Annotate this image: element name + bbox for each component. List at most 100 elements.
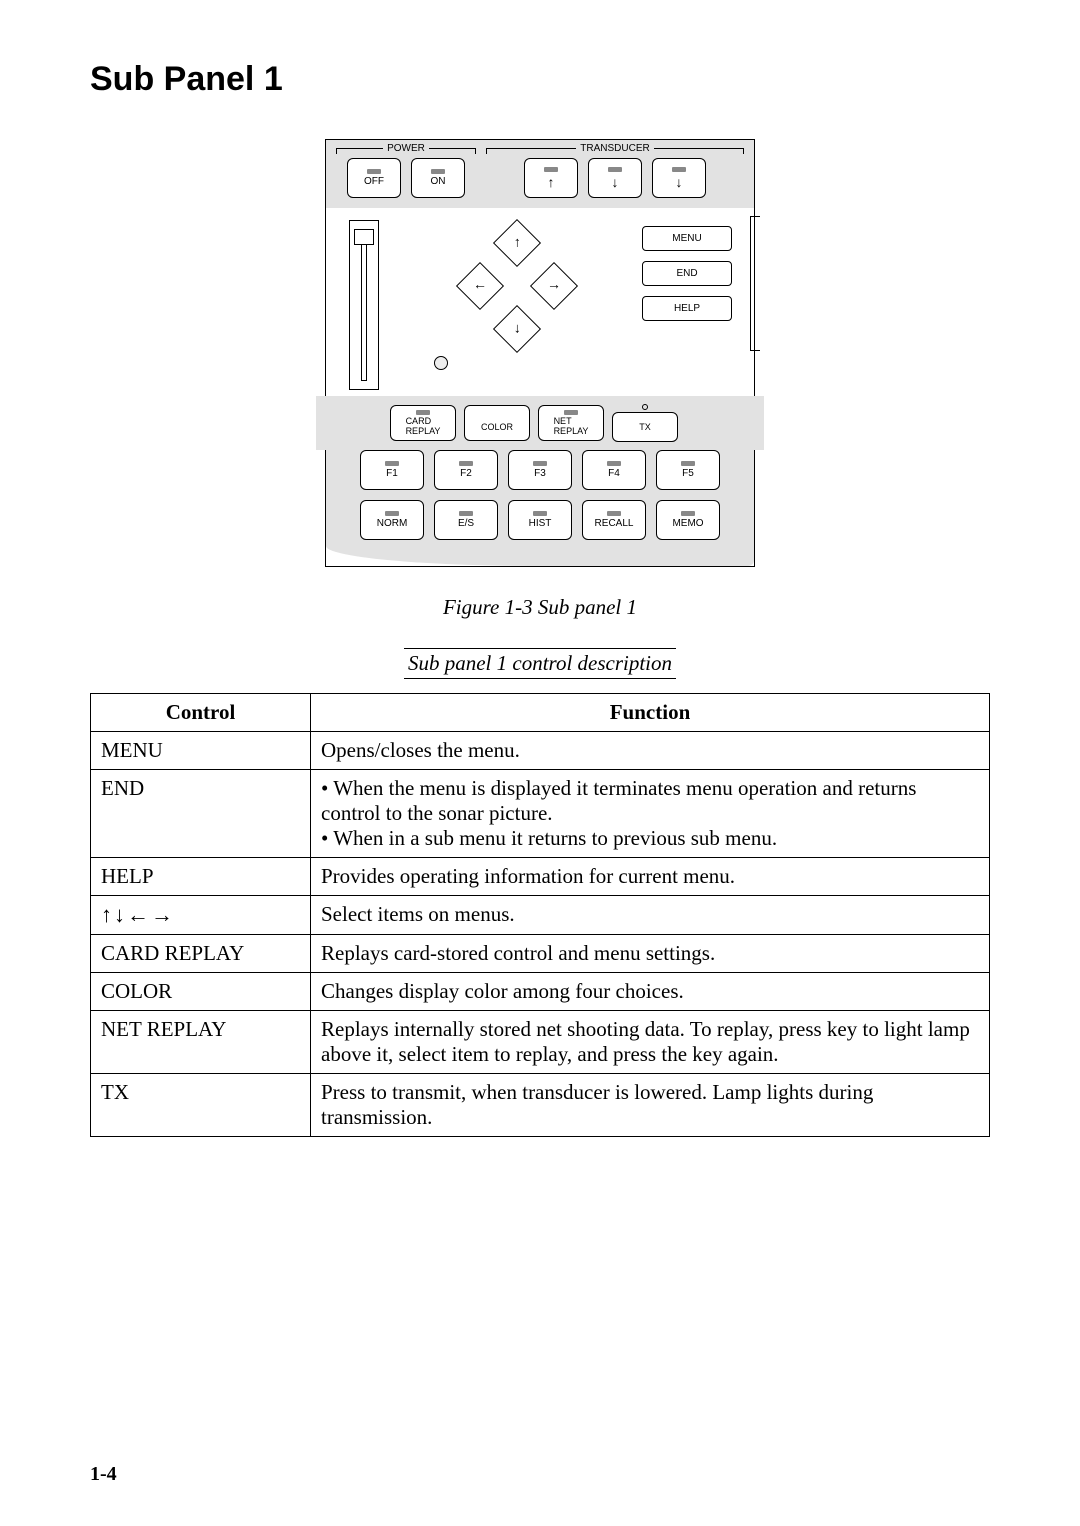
table-row: ↑↓←→ Select items on menus.	[91, 896, 990, 935]
control-description-table: Control Function MENUOpens/closes the me…	[90, 693, 990, 1137]
hist-label: HIST	[529, 518, 552, 529]
tx-lamp	[642, 404, 648, 410]
card-replay-label: CARDREPLAY	[406, 417, 441, 436]
table-row: END• When the menu is displayed it termi…	[91, 770, 990, 858]
f1-button[interactable]: F1	[360, 450, 424, 490]
end-button[interactable]: END	[642, 261, 732, 286]
f2-button[interactable]: F2	[434, 450, 498, 490]
arrow-left-button[interactable]: ←	[456, 262, 504, 310]
table-cell-function: Provides operating information for curre…	[311, 858, 990, 896]
table-cell-control: HELP	[91, 858, 311, 896]
table-cell-control: TX	[91, 1074, 311, 1137]
down-arrow-icon: ↓	[676, 174, 683, 190]
slider-track	[361, 231, 367, 381]
slider-control[interactable]	[349, 220, 379, 390]
table-cell-function: Changes display color among four choices…	[311, 973, 990, 1011]
f4-label: F4	[608, 468, 620, 479]
table-cell-function: Replays internally stored net shooting d…	[311, 1011, 990, 1074]
table-cell-control: COLOR	[91, 973, 311, 1011]
arrow-right-button[interactable]: →	[530, 262, 578, 310]
help-button[interactable]: HELP	[642, 296, 732, 321]
recall-button[interactable]: RECALL	[582, 500, 646, 540]
indicator-icon	[608, 167, 622, 172]
down-arrow-icon: ↓	[514, 321, 521, 337]
table-row: COLORChanges display color among four ch…	[91, 973, 990, 1011]
transducer-group: TRANSDUCER ↑ ↓ ↓	[486, 154, 744, 198]
es-label: E/S	[458, 518, 474, 529]
transducer-mid-button[interactable]: ↓	[588, 158, 642, 198]
table-cell-control: MENU	[91, 732, 311, 770]
transducer-down-button[interactable]: ↓	[652, 158, 706, 198]
indicator-icon	[459, 511, 473, 516]
mode-key-row: NORM E/S HIST RECALL MEMO	[336, 500, 744, 540]
table-cell-function: Select items on menus.	[311, 896, 990, 935]
left-arrow-icon: ←	[473, 278, 487, 294]
net-replay-button[interactable]: NETREPLAY	[538, 405, 604, 441]
mid-bottom-row: CARDREPLAY COLOR NETREPLAY TX	[316, 396, 764, 450]
up-arrow-icon: ↑	[514, 235, 521, 251]
arrows-icon: ↑↓←→	[101, 902, 175, 927]
f4-button[interactable]: F4	[582, 450, 646, 490]
table-cell-function: Press to transmit, when transducer is lo…	[311, 1074, 990, 1137]
diagram-mid-section: ↑ ← → ↓ MENU END HELP CARDREPLAY COLOR N…	[326, 208, 754, 440]
diagram-bottom-section: F1 F2 F3 F4 F5 NORM E/S HIST RECALL MEMO	[326, 440, 754, 566]
indicator-icon	[681, 461, 695, 466]
page-heading: Sub Panel 1	[90, 60, 990, 99]
indicator-icon	[544, 167, 558, 172]
indicator-icon	[367, 169, 381, 174]
table-row: TXPress to transmit, when transducer is …	[91, 1074, 990, 1137]
table-row: CARD REPLAYReplays card-stored control a…	[91, 935, 990, 973]
indicator-icon	[672, 167, 686, 172]
down-arrow-icon: ↓	[612, 174, 619, 190]
f5-label: F5	[682, 468, 694, 479]
card-replay-button[interactable]: CARDREPLAY	[390, 405, 456, 441]
right-arrow-icon: →	[547, 278, 561, 294]
color-label: COLOR	[481, 422, 513, 432]
arrow-up-button[interactable]: ↑	[493, 219, 541, 267]
arrow-down-button[interactable]: ↓	[493, 305, 541, 353]
indicator-icon	[681, 511, 695, 516]
indicator-icon	[459, 461, 473, 466]
table-cell-control: CARD REPLAY	[91, 935, 311, 973]
power-on-button[interactable]: ON	[411, 158, 465, 198]
table-cell-function: Replays card-stored control and menu set…	[311, 935, 990, 973]
table-header-control: Control	[91, 694, 311, 732]
table-row: MENUOpens/closes the menu.	[91, 732, 990, 770]
tx-button[interactable]: TX	[612, 412, 678, 442]
power-group-label: POWER	[383, 143, 429, 154]
power-group: POWER OFF ON	[336, 154, 476, 198]
sub-panel-diagram: POWER OFF ON TRANSDUCER ↑ ↓ ↓	[325, 139, 755, 567]
memo-button[interactable]: MEMO	[656, 500, 720, 540]
slider-thumb[interactable]	[354, 229, 374, 245]
tx-label: TX	[639, 422, 651, 432]
transducer-up-button[interactable]: ↑	[524, 158, 578, 198]
transducer-group-label: TRANSDUCER	[576, 143, 653, 154]
up-arrow-icon: ↑	[548, 174, 555, 190]
indicator-icon	[431, 169, 445, 174]
section-caption: Sub panel 1 control description	[404, 648, 676, 679]
indicator-icon	[385, 461, 399, 466]
indicator-icon	[385, 511, 399, 516]
net-replay-label: NETREPLAY	[554, 417, 589, 436]
power-off-button[interactable]: OFF	[347, 158, 401, 198]
indicator-icon	[416, 410, 430, 415]
table-cell-control: END	[91, 770, 311, 858]
table-cell-control: NET REPLAY	[91, 1011, 311, 1074]
indicator-icon	[564, 410, 578, 415]
side-bracket	[750, 216, 760, 351]
color-button[interactable]: COLOR	[464, 405, 530, 441]
table-header-function: Function	[311, 694, 990, 732]
f3-button[interactable]: F3	[508, 450, 572, 490]
f5-button[interactable]: F5	[656, 450, 720, 490]
table-cell-function: Opens/closes the menu.	[311, 732, 990, 770]
f2-label: F2	[460, 468, 472, 479]
arrow-cluster: ↑ ← → ↓	[457, 226, 577, 346]
norm-button[interactable]: NORM	[360, 500, 424, 540]
f1-label: F1	[386, 468, 398, 479]
menu-button[interactable]: MENU	[642, 226, 732, 251]
es-button[interactable]: E/S	[434, 500, 498, 540]
indicator-icon	[607, 461, 621, 466]
table-cell-control: ↑↓←→	[91, 896, 311, 935]
table-row: HELPProvides operating information for c…	[91, 858, 990, 896]
hist-button[interactable]: HIST	[508, 500, 572, 540]
